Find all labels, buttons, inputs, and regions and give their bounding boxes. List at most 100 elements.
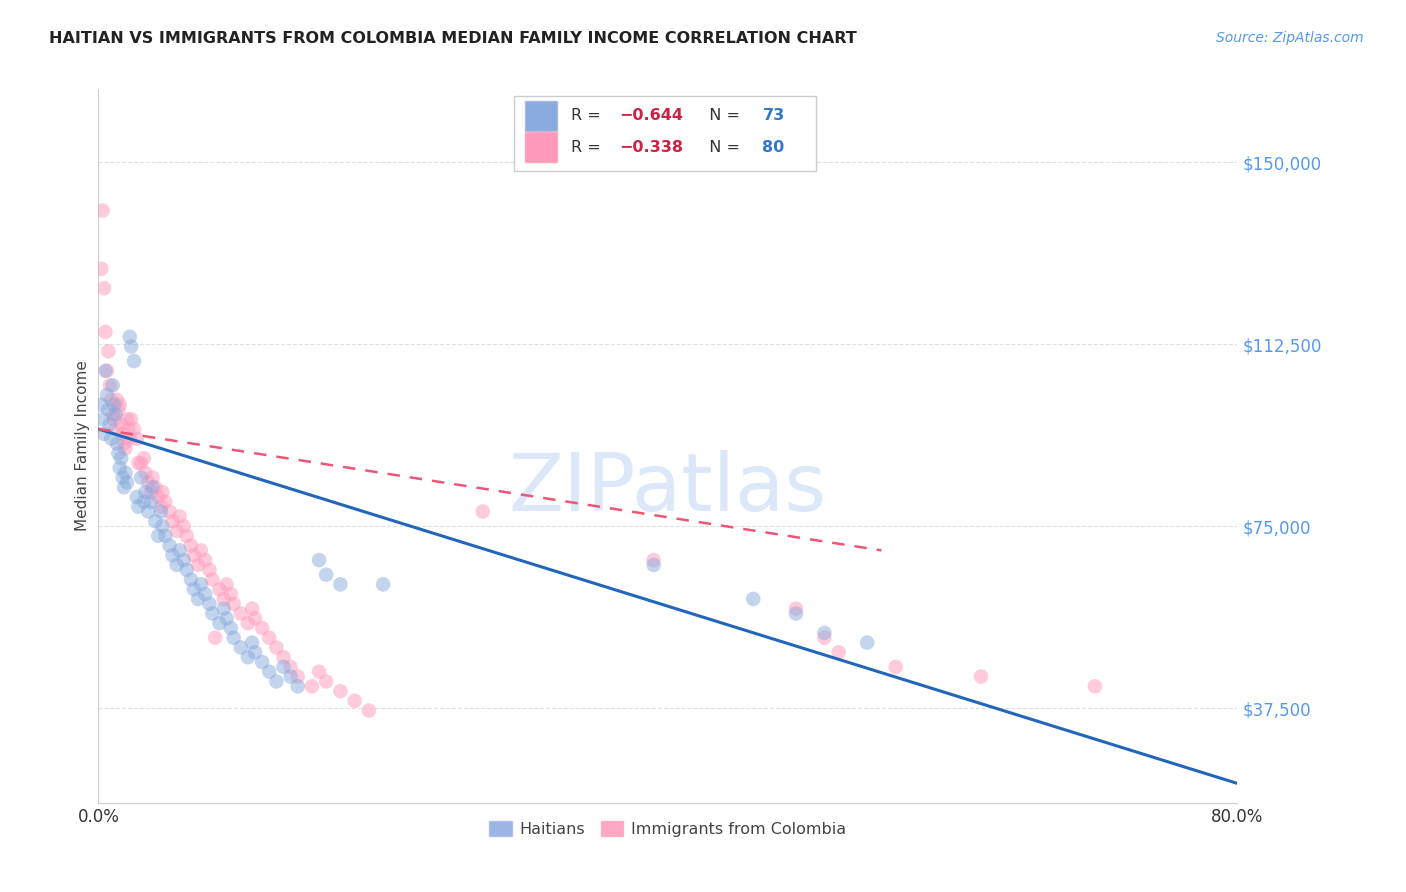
Point <box>141 470 163 484</box>
Text: HAITIAN VS IMMIGRANTS FROM COLOMBIA MEDIAN FAMILY INCOME CORRELATION CHART: HAITIAN VS IMMIGRANTS FROM COLOMBIA MEDI… <box>49 31 858 46</box>
Text: 80: 80 <box>762 139 785 154</box>
Point <box>101 378 124 392</box>
Point <box>118 330 141 344</box>
Point <box>125 490 148 504</box>
Point <box>173 553 195 567</box>
Point <box>742 591 765 606</box>
Point <box>120 339 142 353</box>
Point <box>162 548 184 562</box>
Text: N =: N = <box>699 139 745 154</box>
Point <box>111 426 134 441</box>
Point <box>315 567 337 582</box>
Point <box>222 597 245 611</box>
Point <box>643 558 665 572</box>
Point <box>125 432 148 446</box>
Point <box>219 621 242 635</box>
Point <box>101 408 124 422</box>
Bar <box>526 132 557 162</box>
Point <box>212 601 235 615</box>
Point <box>187 558 209 572</box>
Point <box>180 539 202 553</box>
Point <box>110 417 132 432</box>
Point <box>308 553 330 567</box>
Point <box>219 587 242 601</box>
Point <box>828 645 851 659</box>
Point <box>301 679 323 693</box>
Point <box>91 412 114 426</box>
Point <box>120 412 142 426</box>
Point <box>173 519 195 533</box>
Point <box>813 631 835 645</box>
Point <box>104 408 127 422</box>
Bar <box>526 101 557 130</box>
Point <box>139 495 162 509</box>
Point <box>236 650 259 665</box>
Point <box>208 582 231 597</box>
Point <box>94 325 117 339</box>
Point <box>104 422 127 436</box>
Point <box>243 645 266 659</box>
Point <box>159 539 181 553</box>
Point <box>198 597 221 611</box>
Point <box>166 558 188 572</box>
Point <box>250 655 273 669</box>
Point <box>785 601 807 615</box>
Point <box>114 442 136 456</box>
Point <box>152 485 174 500</box>
Point <box>97 344 120 359</box>
Point <box>643 553 665 567</box>
Point <box>194 587 217 601</box>
Point <box>236 616 259 631</box>
Point <box>287 670 309 684</box>
Point <box>110 451 132 466</box>
Point <box>115 412 138 426</box>
Point <box>114 466 136 480</box>
Point <box>145 480 167 494</box>
Point <box>343 694 366 708</box>
Point <box>273 650 295 665</box>
Point <box>215 611 238 625</box>
Point <box>122 354 145 368</box>
Point <box>129 470 152 484</box>
Y-axis label: Median Family Income: Median Family Income <box>75 360 90 532</box>
Point <box>155 495 177 509</box>
Point <box>243 611 266 625</box>
Point <box>103 398 125 412</box>
Point <box>240 635 263 649</box>
Point <box>166 524 188 538</box>
Point <box>134 466 156 480</box>
Text: −0.644: −0.644 <box>619 108 683 123</box>
Point <box>169 543 191 558</box>
Point <box>108 460 131 475</box>
Text: ZIPatlas: ZIPatlas <box>509 450 827 528</box>
Point <box>127 456 149 470</box>
Point <box>145 514 167 528</box>
Point <box>91 203 114 218</box>
Point <box>152 519 174 533</box>
Point <box>180 573 202 587</box>
Point <box>315 674 337 689</box>
Point <box>194 553 217 567</box>
Point <box>970 670 993 684</box>
Point <box>93 426 115 441</box>
Point <box>201 607 224 621</box>
Point <box>139 485 162 500</box>
Point <box>259 631 281 645</box>
Point <box>111 470 134 484</box>
Point <box>280 670 302 684</box>
Point <box>107 402 129 417</box>
Text: 73: 73 <box>762 108 785 123</box>
Point <box>129 456 152 470</box>
Point <box>273 660 295 674</box>
Point <box>187 591 209 606</box>
Point <box>357 704 380 718</box>
Point <box>208 616 231 631</box>
Point <box>94 364 117 378</box>
Point <box>148 490 170 504</box>
Point <box>98 417 121 432</box>
Text: Source: ZipAtlas.com: Source: ZipAtlas.com <box>1216 31 1364 45</box>
Point <box>90 398 112 412</box>
Point <box>148 529 170 543</box>
Legend: Haitians, Immigrants from Colombia: Haitians, Immigrants from Colombia <box>481 813 855 845</box>
Point <box>785 607 807 621</box>
